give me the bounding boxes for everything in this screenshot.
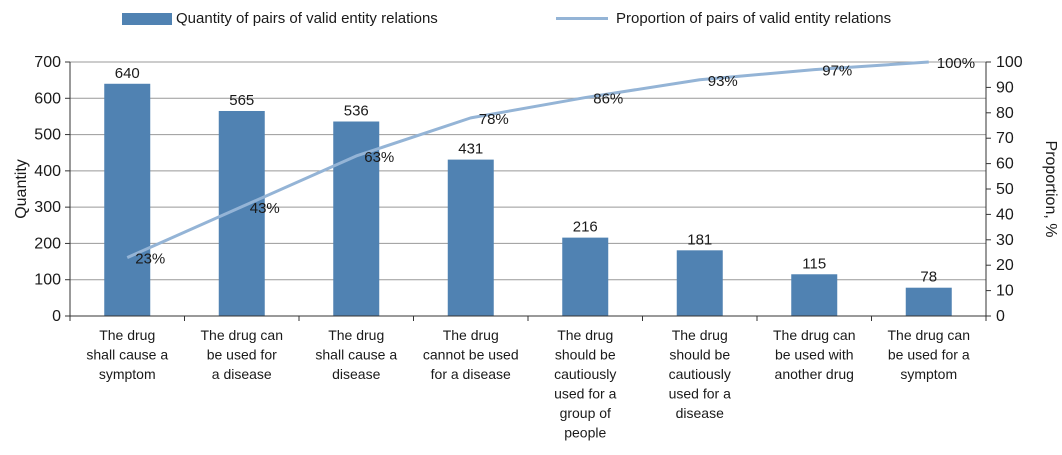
x-tick-label: The drug can (773, 327, 856, 343)
bar-value-label: 181 (687, 231, 712, 248)
legend-swatch-bar (122, 12, 172, 25)
y-tick-label: 600 (34, 90, 61, 107)
line-value-label: 63% (364, 149, 394, 166)
bar (333, 121, 380, 316)
bar (104, 83, 151, 317)
y2-tick-label: 30 (996, 232, 1014, 249)
y2-tick-label: 60 (996, 156, 1014, 173)
y2-tick-label: 70 (996, 130, 1014, 147)
proportion-line (126, 60, 929, 259)
y-tick-label: 100 (34, 272, 61, 289)
line-value-label: 23% (135, 251, 165, 268)
x-tick-label: The drug (443, 327, 499, 343)
legend-swatch-line (556, 17, 608, 20)
x-tick-label: cannot be used (423, 347, 519, 363)
y2-tick-label: 20 (996, 257, 1014, 274)
bar-value-label: 216 (573, 219, 598, 236)
x-tick-label: shall cause a (315, 347, 397, 363)
x-tick-label: The drug can (888, 327, 971, 343)
x-tick-label: shall cause a (86, 347, 168, 363)
x-tick-label: be used with (775, 347, 854, 363)
x-tick-label: disease (676, 405, 724, 421)
bar (562, 237, 609, 316)
x-tick-label: The drug (672, 327, 728, 343)
x-tick-label: another drug (775, 366, 854, 382)
bar-value-label: 536 (344, 103, 369, 120)
y-axis-title: Quantity (13, 159, 30, 219)
legend: Quantity of pairs of valid entity relati… (0, 10, 1062, 30)
x-tick-label: a disease (212, 366, 272, 382)
bar (676, 250, 723, 316)
legend-label-quantity: Quantity of pairs of valid entity relati… (176, 10, 438, 27)
legend-label-proportion: Proportion of pairs of valid entity rela… (616, 10, 892, 27)
bar-value-label: 431 (458, 141, 483, 158)
line-value-label: 78% (479, 111, 509, 128)
y-tick-label: 700 (34, 54, 61, 71)
x-tick-label: The drug (557, 327, 613, 343)
legend-item-proportion: Proportion of pairs of valid entity rela… (556, 10, 891, 27)
y-tick-label: 0 (52, 308, 61, 325)
y2-tick-label: 100 (996, 54, 1023, 71)
x-tick-label: disease (332, 366, 380, 382)
y2-tick-label: 90 (996, 79, 1014, 96)
bar (791, 274, 838, 316)
y-tick-label: 200 (34, 235, 61, 252)
bar (447, 159, 494, 316)
x-tick-label: symptom (99, 366, 156, 382)
x-tick-label: should be (669, 347, 730, 363)
bar-value-label: 115 (802, 255, 826, 272)
bar-value-label: 640 (115, 65, 140, 82)
line-value-label: 43% (250, 200, 280, 217)
legend-item-quantity: Quantity of pairs of valid entity relati… (122, 10, 438, 27)
x-tick-label: be used for (207, 347, 277, 363)
line-value-label: 97% (822, 63, 852, 80)
line-value-label: 86% (593, 91, 623, 108)
x-tick-label: symptom (900, 366, 957, 382)
bar (905, 287, 952, 316)
x-tick-label: group of (560, 405, 611, 421)
y2-tick-label: 40 (996, 206, 1014, 223)
x-tick-label: be used for a (888, 347, 970, 363)
x-tick-label: should be (555, 347, 616, 363)
bar-value-label: 565 (229, 92, 254, 109)
y2-axis-title: Proportion, % (1042, 141, 1059, 238)
y2-tick-label: 0 (996, 308, 1005, 325)
y-tick-label: 400 (34, 163, 61, 180)
x-tick-label: used for a (554, 386, 616, 402)
x-tick-label: The drug (328, 327, 384, 343)
x-tick-label: cautiously (554, 366, 616, 382)
bar-value-label: 78 (920, 269, 937, 286)
x-tick-label: for a disease (431, 366, 511, 382)
y2-tick-label: 50 (996, 181, 1014, 198)
x-tick-label: The drug can (201, 327, 284, 343)
line-value-label: 93% (708, 73, 738, 90)
x-tick-label: people (564, 425, 606, 441)
y2-tick-label: 80 (996, 105, 1014, 122)
x-tick-label: cautiously (669, 366, 731, 382)
line-value-label: 100% (937, 55, 975, 72)
x-tick-label: The drug (99, 327, 155, 343)
y-tick-label: 300 (34, 199, 61, 216)
x-tick-label: used for a (669, 386, 731, 402)
y2-tick-label: 10 (996, 283, 1014, 300)
y-tick-label: 500 (34, 127, 61, 144)
